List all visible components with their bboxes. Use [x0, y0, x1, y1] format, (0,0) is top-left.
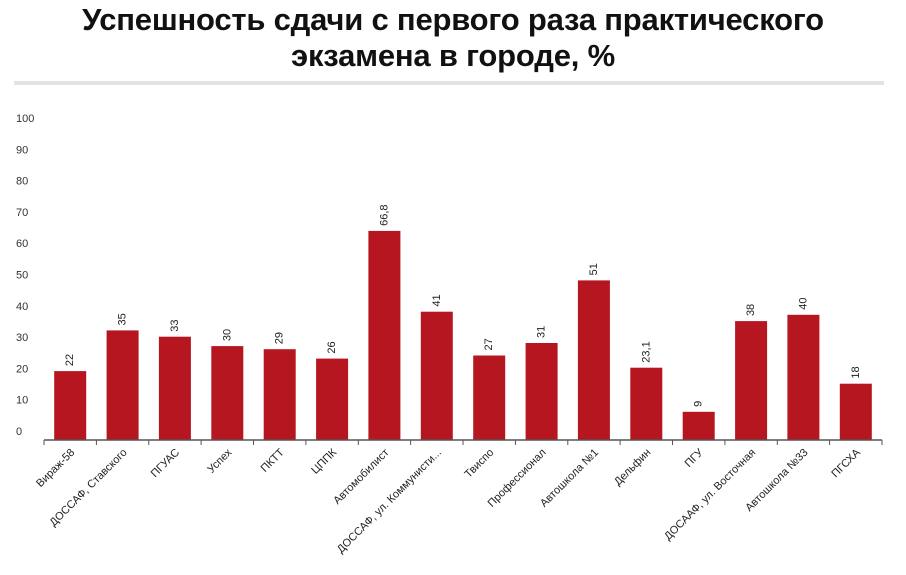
category-label: Дельфин [612, 447, 653, 488]
bar-value-label: 9 [693, 401, 705, 407]
bar-value-label: 18 [850, 366, 862, 378]
bar-value-label: 33 [169, 319, 181, 331]
bar [735, 321, 768, 440]
bar-value-label: 40 [797, 298, 809, 310]
chart-title: Успешность сдачи с первого раза практиче… [0, 2, 906, 74]
bar-value-label: 23,1 [640, 341, 652, 362]
category-label: ПГУ [683, 446, 707, 470]
category-label: ДОСААФ, ул. Восточная [662, 447, 758, 543]
category-label: ПГУАС [149, 447, 182, 480]
y-tick-label: 10 [16, 395, 28, 407]
value-labels: 22 35 33 30 29 26 66,8 41 27 31 51 23,1 9 38 40 18 [64, 204, 862, 406]
y-tick-label: 0 [16, 426, 22, 438]
bar-value-label: 66,8 [378, 204, 390, 225]
bar-value-label: 22 [64, 354, 76, 366]
bar [473, 355, 506, 440]
bar-value-label: 41 [431, 294, 443, 306]
bar [316, 358, 349, 440]
bar [106, 330, 139, 440]
bar-value-label: 38 [745, 304, 757, 316]
bar [525, 343, 558, 440]
bar-value-label: 30 [221, 329, 233, 341]
bars [54, 230, 872, 440]
chart-title-line-1: Успешность сдачи с первого раза практиче… [82, 2, 824, 37]
bar-value-label: 26 [326, 341, 338, 353]
bar-value-label: 27 [483, 338, 495, 350]
category-label: ЦППК [309, 446, 339, 476]
bar [368, 230, 401, 440]
bar [682, 411, 715, 440]
bar-value-label: 31 [536, 326, 548, 338]
bar-value-label: 29 [274, 332, 286, 344]
bar [420, 311, 453, 440]
bar [158, 336, 191, 440]
chart-title-line-2: экзамена в городе, % [291, 38, 615, 73]
y-tick-label: 50 [16, 270, 28, 282]
title-divider [14, 81, 884, 85]
bar [630, 367, 663, 440]
category-label: Автомобилист [331, 447, 391, 507]
category-label: Вираж-58 [34, 447, 77, 490]
bar [54, 371, 87, 440]
category-label: ПКТТ [259, 446, 287, 474]
category-label: ДОССАФ, ул. Коммунисти... [335, 447, 444, 556]
y-tick-label: 70 [16, 207, 28, 219]
bar [263, 349, 296, 440]
category-label: ПГСХА [829, 446, 863, 480]
bar [839, 383, 872, 440]
bar-value-label: 35 [117, 313, 129, 325]
category-label: Успех [205, 446, 234, 475]
y-tick-label: 40 [16, 301, 28, 313]
bar [211, 346, 244, 440]
bar-value-label: 51 [588, 263, 600, 275]
y-tick-label: 100 [16, 113, 34, 125]
y-tick-label: 20 [16, 363, 28, 375]
y-axis: 0 10 20 30 40 50 60 70 80 90 100 [16, 113, 34, 438]
bar [787, 314, 820, 440]
y-tick-label: 80 [16, 176, 28, 188]
y-tick-label: 30 [16, 332, 28, 344]
category-label: Твиспо [463, 447, 497, 481]
x-axis [43, 439, 883, 445]
bar [577, 280, 610, 440]
y-tick-label: 60 [16, 238, 28, 250]
y-tick-label: 90 [16, 144, 28, 156]
